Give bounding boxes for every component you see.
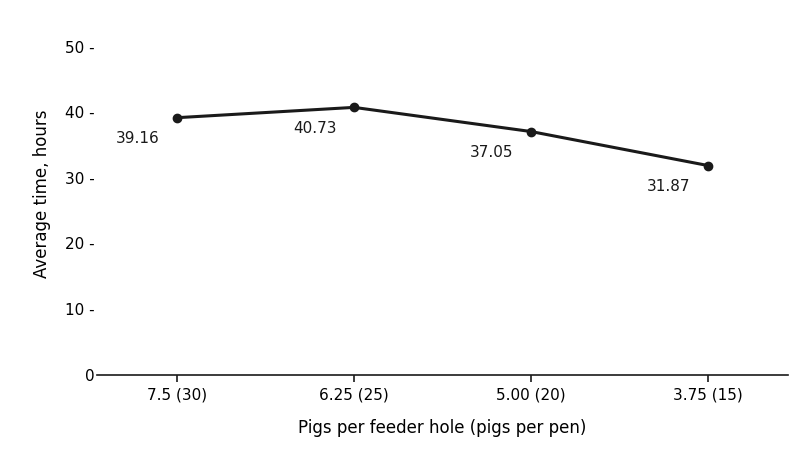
Text: 40.73: 40.73	[293, 121, 336, 136]
Y-axis label: Average time, hours: Average time, hours	[33, 110, 51, 278]
Text: 37.05: 37.05	[470, 145, 513, 159]
X-axis label: Pigs per feeder hole (pigs per pen): Pigs per feeder hole (pigs per pen)	[298, 419, 586, 437]
Text: 39.16: 39.16	[115, 131, 159, 146]
Text: 31.87: 31.87	[646, 179, 689, 194]
